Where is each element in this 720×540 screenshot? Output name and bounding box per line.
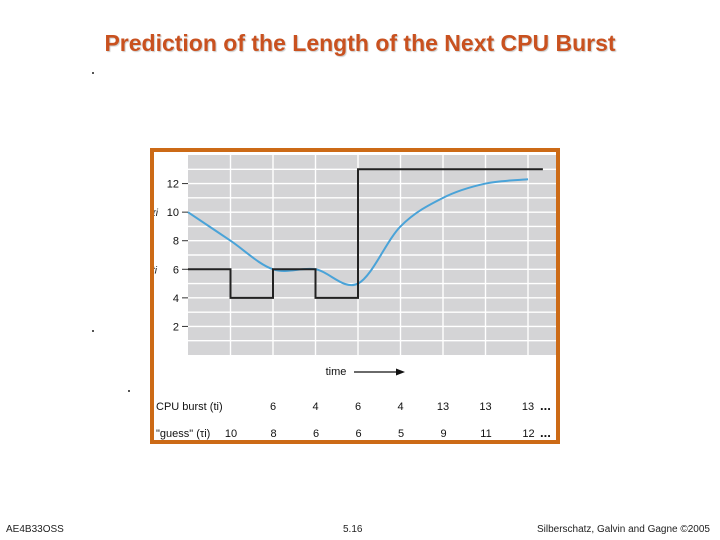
y-tick-label: 8: [173, 236, 179, 248]
time-arrow: [354, 368, 405, 376]
slide-title: Prediction of the Length of the Next CPU…: [104, 30, 616, 56]
table-cell: 6: [355, 401, 361, 413]
table-cell: 4: [312, 401, 318, 413]
stray-dot: [92, 72, 94, 74]
data-table: CPU burst (ti) 6 4 6 4 13 13 13 ... "guess" (τi) 1…: [156, 398, 551, 440]
y-marker-label: τi: [154, 208, 159, 219]
y-tick-label: 6: [173, 264, 179, 276]
grid-lines: [188, 155, 556, 355]
y-tick-label: 4: [173, 293, 179, 305]
table-row-label: CPU burst (ti): [156, 401, 223, 413]
table-cell: 5: [398, 428, 404, 440]
stray-dot: [128, 390, 130, 392]
y-marker-label: ti: [154, 265, 158, 276]
table-cell: 13: [437, 401, 449, 413]
table-cell: 11: [480, 428, 491, 440]
copyright-notice: Silberschatz, Galvin and Gagne ©2005: [536, 524, 710, 535]
cpu-burst-step-line: [188, 168, 543, 299]
burst-prediction-chart: 2 4 6 8 10 12 τi ti time CPU burst (ti) 6 4 6 4 13 1…: [154, 155, 556, 440]
y-tick-label: 12: [167, 179, 179, 191]
y-marker-labels: τi ti: [154, 208, 159, 276]
table-cell: 6: [355, 428, 361, 440]
course-code: AE4B33OSS: [6, 524, 64, 535]
y-tick-labels: 2 4 6 8 10 12: [167, 179, 188, 333]
table-cell: 12: [522, 428, 534, 440]
y-tick-label: 2: [173, 321, 179, 333]
table-ellipsis: ...: [540, 398, 551, 413]
slide-number: 5.16: [343, 524, 363, 535]
table-cell: 6: [270, 401, 276, 413]
table-cell: 4: [397, 401, 403, 413]
table-cell: 8: [270, 428, 276, 440]
table-cell: 10: [225, 428, 237, 440]
table-cell: 6: [313, 428, 319, 440]
table-row-label: "guess" (τi): [156, 428, 210, 440]
stray-dot: [92, 330, 94, 332]
chart-frame: 2 4 6 8 10 12 τi ti time CPU burst (ti) 6 4 6 4 13 1…: [150, 148, 560, 444]
table-cell: 13: [522, 401, 534, 413]
x-axis-label: time: [326, 366, 347, 378]
y-tick-label: 10: [167, 207, 179, 219]
table-cell: 9: [440, 428, 446, 440]
table-ellipsis: ...: [540, 425, 551, 440]
table-cell: 13: [479, 401, 491, 413]
